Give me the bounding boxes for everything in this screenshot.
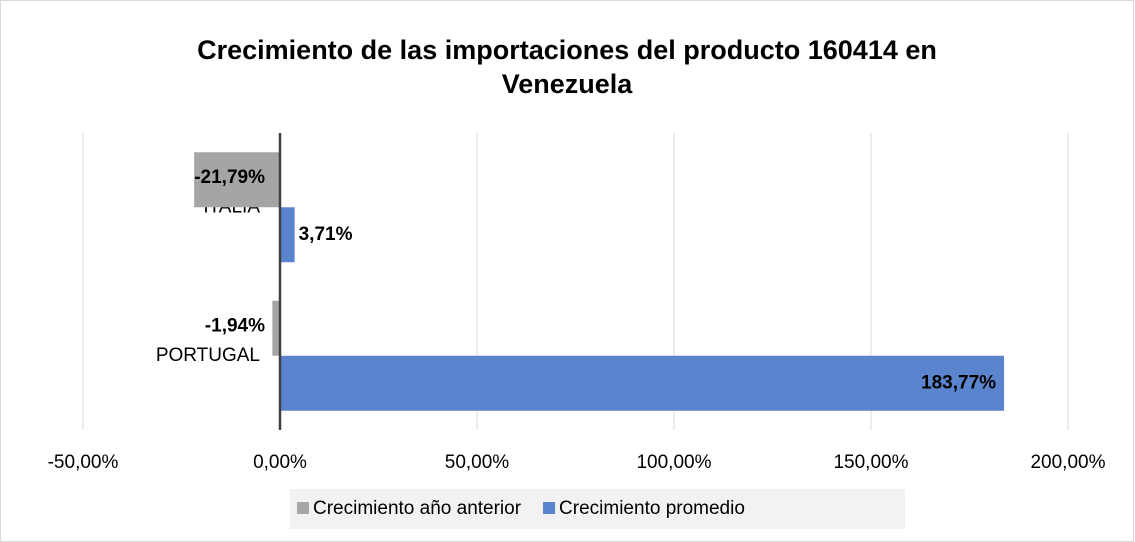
x-tick-label: 50,00% xyxy=(445,452,510,473)
bar xyxy=(272,300,280,356)
x-tick-label: 150,00% xyxy=(833,452,908,473)
data-label: -21,79% xyxy=(194,167,265,188)
legend-label: Crecimiento año anterior xyxy=(313,498,522,519)
legend-label: Crecimiento promedio xyxy=(559,498,745,519)
legend-swatch xyxy=(297,502,309,514)
category-label: PORTUGAL xyxy=(156,345,260,366)
title-line: Venezuela xyxy=(502,69,634,99)
bar xyxy=(194,152,280,208)
data-label: -1,94% xyxy=(205,315,265,336)
title-line: Crecimiento de las importaciones del pro… xyxy=(197,35,937,65)
legend-box xyxy=(290,489,905,529)
bar xyxy=(280,207,295,263)
chart-title: Crecimiento de las importaciones del pro… xyxy=(197,35,937,99)
data-label: 3,71% xyxy=(299,224,353,245)
x-tick-label: 100,00% xyxy=(636,452,711,473)
legend-swatch xyxy=(543,502,556,514)
x-tick-label: -50,00% xyxy=(48,452,119,473)
x-tick-label: 200,00% xyxy=(1030,452,1105,473)
data-label: 183,77% xyxy=(921,372,996,393)
x-tick-label: 0,00% xyxy=(253,452,307,473)
bar xyxy=(280,355,1005,411)
